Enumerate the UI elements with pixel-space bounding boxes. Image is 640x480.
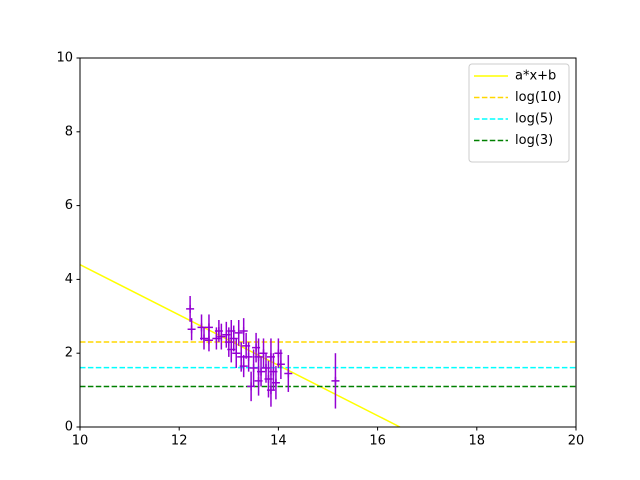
- plot-area: [80, 263, 576, 427]
- line-series: [80, 263, 401, 427]
- point: [249, 363, 258, 372]
- y-tick-label: 8: [65, 124, 73, 139]
- y-tick-label: 0: [65, 420, 73, 435]
- point: [239, 327, 248, 336]
- point: [284, 369, 293, 378]
- legend-label: a*x+b: [515, 69, 556, 84]
- point: [204, 336, 213, 345]
- point: [217, 332, 226, 341]
- point: [234, 328, 243, 337]
- point: [276, 360, 285, 369]
- point: [200, 334, 208, 343]
- y-tick-label: 4: [65, 272, 73, 287]
- y-tick-label: 6: [65, 198, 73, 213]
- legend-label: log(5): [515, 112, 553, 127]
- point: [271, 378, 280, 387]
- y-tick-label: 10: [56, 51, 73, 66]
- point: [232, 349, 241, 358]
- x-tick-label: 14: [270, 434, 287, 449]
- x-tick-label: 18: [469, 434, 486, 449]
- point: [244, 352, 253, 361]
- x-tick-label: 12: [171, 434, 188, 449]
- x-tick-label: 20: [568, 434, 585, 449]
- legend-box: [468, 63, 570, 163]
- legend-label: log(10): [515, 90, 562, 105]
- x-tick-label: 10: [72, 434, 89, 449]
- axes-frame: [79, 57, 577, 428]
- point: [257, 367, 266, 376]
- point: [186, 304, 195, 313]
- legend-label: log(3): [515, 133, 553, 148]
- point: [239, 362, 248, 371]
- y-tick-label: 2: [65, 346, 73, 361]
- point: [331, 376, 340, 385]
- x-tick-label: 16: [369, 434, 386, 449]
- point: [187, 325, 196, 334]
